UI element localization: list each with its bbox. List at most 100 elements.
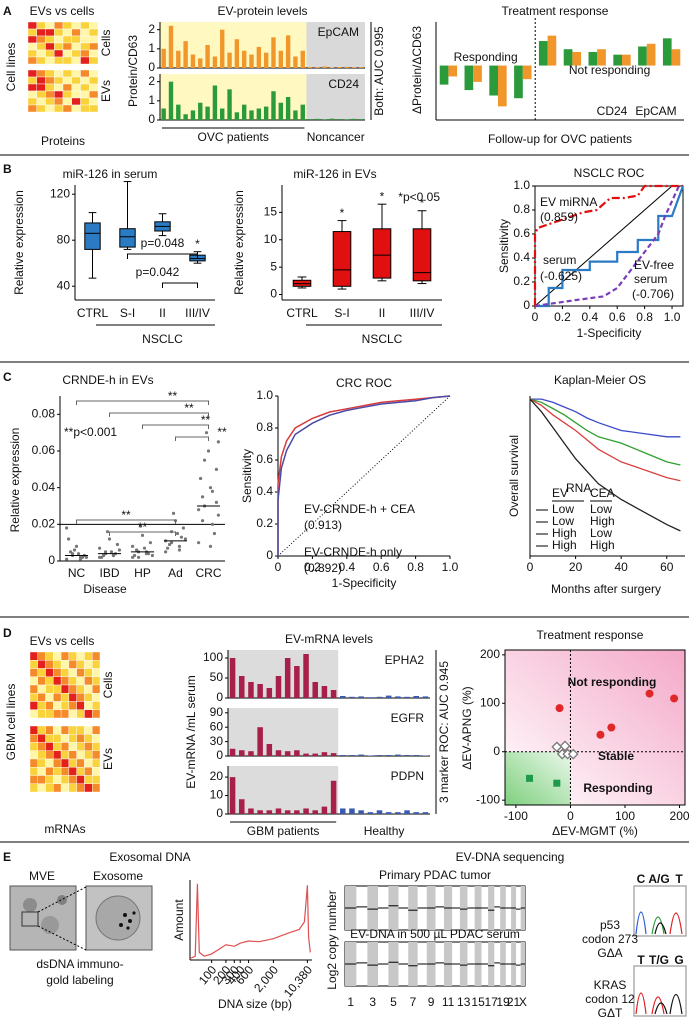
heatmap-cell	[92, 651, 101, 661]
heatmap-cell	[37, 775, 46, 784]
heatmap-cell	[37, 701, 46, 710]
bar	[349, 808, 355, 814]
plot-frame	[504, 649, 686, 806]
quadrant-shade	[505, 751, 571, 805]
heatmap-cell	[37, 709, 46, 719]
data-point	[198, 476, 203, 481]
bar	[300, 50, 305, 68]
roc-curve	[277, 395, 451, 556]
base-label: G	[674, 953, 683, 967]
bar	[205, 45, 210, 68]
heatmap-cell	[45, 42, 55, 51]
heatmap-cell	[29, 676, 38, 686]
bar	[422, 812, 429, 814]
data-point	[165, 546, 170, 550]
bar	[367, 697, 374, 698]
annotation: **	[184, 401, 194, 415]
heatmap-cell	[45, 725, 54, 735]
heatmap-cell	[60, 701, 70, 710]
x-tick-label: 0.6	[373, 560, 390, 574]
x-tick-label: Ad	[168, 566, 183, 580]
x-tick-label: 40	[614, 560, 628, 574]
y-axis-label: Cell lines	[4, 43, 18, 92]
bar	[344, 66, 349, 68]
heatmap-cell	[60, 725, 70, 735]
heatmap-cell	[37, 660, 46, 669]
x-tick-label: CTRL	[77, 306, 109, 320]
heatmap-cell	[29, 725, 38, 735]
heatmap-cell	[45, 69, 55, 78]
data-point	[142, 546, 147, 550]
heatmap-cell	[62, 97, 72, 106]
y-tick-label: 0.6	[256, 452, 273, 466]
bar	[315, 67, 320, 68]
bar	[413, 812, 419, 814]
heatmap-cell	[27, 76, 37, 85]
heatmap-cell	[84, 709, 93, 719]
y-axis-label: Log2 copy number	[325, 890, 339, 989]
bar	[263, 52, 269, 68]
heatmap-cell	[84, 676, 93, 686]
y-tick-label: 2	[148, 74, 155, 88]
data-point	[131, 544, 135, 548]
heatmap-cell	[53, 742, 62, 751]
x-tick-label: 19	[496, 995, 510, 1009]
chromosome-band	[388, 886, 399, 930]
legend-label: Low	[552, 514, 574, 528]
data-point	[171, 511, 176, 515]
bar	[278, 50, 283, 68]
sig-bracket	[162, 282, 198, 288]
track-title: Primary PDAC tumor	[379, 868, 491, 882]
legend-label: CD24	[597, 104, 628, 118]
heatmap-cell	[29, 701, 38, 710]
data-point	[607, 723, 616, 732]
bar	[293, 110, 298, 120]
bar	[256, 108, 262, 120]
heatmap-cell	[45, 684, 54, 694]
x-tick-label: -100	[504, 809, 528, 823]
region-shade	[160, 74, 307, 120]
y-tick-label: 200	[480, 647, 500, 661]
heatmap-cell	[29, 742, 38, 751]
heatmap-cell	[68, 660, 77, 669]
bar	[359, 119, 364, 120]
heatmap-cell	[89, 56, 99, 65]
heatmap-cell	[36, 21, 46, 30]
heatmap-cell	[27, 104, 37, 113]
bar	[234, 39, 240, 68]
base-label: T/G	[649, 953, 669, 967]
bar	[330, 690, 337, 698]
x-tick-label: 1	[347, 995, 354, 1009]
heatmap-cell	[45, 56, 55, 65]
bar	[330, 780, 337, 814]
x-tick-label: 13	[457, 995, 471, 1009]
data-point	[78, 557, 83, 561]
data-point	[148, 541, 153, 545]
heatmap-cell	[45, 83, 55, 92]
base-label: C	[637, 872, 646, 886]
bar	[522, 65, 532, 80]
heatmap-cell	[92, 660, 101, 669]
annotation: *	[380, 189, 385, 203]
bar	[257, 684, 263, 698]
heatmap-cell	[84, 725, 93, 735]
data-point	[206, 449, 211, 453]
heatmap-cell	[53, 701, 62, 710]
x-tick-label: 11	[442, 995, 455, 1009]
data-point	[70, 552, 75, 556]
x-axis-label: Disease	[83, 582, 127, 596]
bar	[376, 755, 383, 756]
chart-title: EVs vs cells	[30, 634, 95, 648]
bar	[514, 65, 523, 99]
heatmap-cell	[54, 49, 64, 58]
base-label: T	[675, 872, 683, 886]
bar	[359, 67, 364, 68]
data-point	[177, 548, 182, 552]
y-tick-label: 0	[270, 287, 277, 301]
data-point	[175, 531, 180, 536]
group-label: EVs	[101, 748, 115, 770]
roc-curve	[534, 185, 680, 308]
bar	[322, 119, 327, 120]
y-tick-label: 20	[210, 769, 224, 783]
